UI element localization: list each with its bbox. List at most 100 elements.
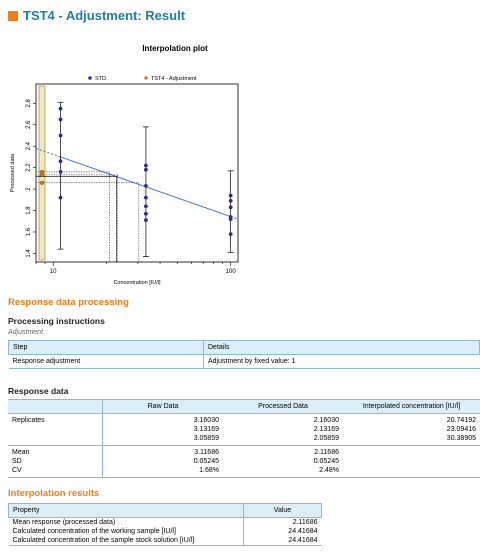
page-title-text: TST4 - Adjustment: Result bbox=[23, 8, 186, 23]
y-tick-label: 2.6 bbox=[26, 120, 32, 129]
column-header-processed: Processed Data bbox=[223, 399, 343, 414]
std-point bbox=[58, 195, 63, 200]
cell-stats-labels: Mean SD CV bbox=[8, 445, 103, 478]
table-header-row: Step Details bbox=[8, 340, 480, 355]
tst-point bbox=[40, 180, 45, 185]
processed-value: 2.05859 bbox=[313, 435, 339, 442]
std-point bbox=[58, 106, 63, 111]
response-data-table: Raw Data Processed Data Interpolated con… bbox=[8, 399, 480, 478]
sd-label: SD bbox=[12, 458, 22, 465]
std-point bbox=[144, 195, 148, 200]
processed-value: 2.16030 bbox=[313, 417, 339, 424]
std-point bbox=[228, 193, 233, 198]
y-tick-label: 2.4 bbox=[26, 141, 32, 150]
raw-mean: 3.11686 bbox=[194, 449, 219, 456]
std-point bbox=[144, 183, 148, 188]
table-header-row: Raw Data Processed Data Interpolated con… bbox=[8, 399, 480, 414]
std-point bbox=[228, 198, 233, 203]
processed-value: 2.13169 bbox=[313, 426, 339, 433]
legend-tst-label: TST4 - Adjustment bbox=[151, 76, 197, 82]
plot-frame bbox=[35, 83, 239, 263]
cell-raw-stats: 3.11686 0.05245 1.68% bbox=[102, 445, 223, 478]
std-point bbox=[228, 217, 233, 222]
cell-interpolated-stats bbox=[343, 445, 480, 478]
cell-value: 2.11686 bbox=[292, 519, 318, 526]
cell-details: Adjustment by fixed value: 1 bbox=[203, 354, 480, 369]
std-point bbox=[58, 117, 63, 122]
cell-replicates-label: Replicates bbox=[8, 413, 103, 446]
std-point bbox=[144, 167, 148, 172]
raw-sd: 0.05245 bbox=[193, 458, 219, 465]
processed-mean: 2.11686 bbox=[314, 449, 339, 456]
mean-label: Mean bbox=[12, 449, 30, 456]
std-point bbox=[144, 163, 148, 168]
raw-cv: 1.68% bbox=[199, 467, 219, 474]
column-header-property: Property bbox=[8, 503, 244, 518]
cell-raw-replicates: 3.16030 3.13169 3.05859 bbox=[103, 414, 224, 446]
plot-title: Interpolation plot bbox=[142, 44, 208, 53]
raw-value: 3.16030 bbox=[193, 417, 219, 424]
cell-property: Calculated concentration of the working … bbox=[8, 527, 244, 536]
table-row: Mean response (processed data) 2.11686 bbox=[8, 517, 322, 527]
std-point bbox=[144, 204, 148, 209]
processing-instructions-table: Step Details Response adjustment Adjustm… bbox=[8, 340, 480, 369]
table-row: Response adjustment Adjustment by fixed … bbox=[8, 354, 480, 369]
processed-sd: 0.05245 bbox=[313, 458, 339, 465]
std-point bbox=[144, 211, 148, 216]
std-point bbox=[228, 232, 233, 237]
y-tick-label: 2.8 bbox=[26, 98, 32, 107]
cell-property: Calculated concentration of the sample s… bbox=[8, 536, 244, 546]
cv-label: CV bbox=[12, 467, 22, 474]
y-tick-label: 1.6 bbox=[26, 227, 32, 236]
std-point bbox=[58, 170, 63, 174]
title-square-icon bbox=[8, 11, 18, 21]
legend-std-marker bbox=[88, 76, 92, 80]
table-row-stats: Mean SD CV 3.11686 0.05245 1.68% 2.11686 0.05… bbox=[8, 445, 480, 478]
y-tick-label: 1.4 bbox=[26, 249, 32, 258]
raw-value: 3.13169 bbox=[193, 426, 219, 433]
y-axis-label: Processed data bbox=[10, 153, 16, 192]
std-point bbox=[58, 133, 63, 138]
x-tick-label: 100 bbox=[226, 269, 237, 275]
column-header-empty bbox=[8, 399, 103, 414]
y-tick-label: 2.2 bbox=[26, 163, 32, 172]
legend-tst-marker bbox=[144, 76, 148, 80]
table-row-replicates: Replicates 3.16030 3.13169 3.05859 2.16030… bbox=[8, 413, 480, 446]
std-point bbox=[228, 205, 233, 210]
y-tick-label: 2 bbox=[26, 187, 32, 191]
tst-point bbox=[40, 172, 45, 177]
cell-processed-replicates: 2.16030 2.13169 2.05859 bbox=[223, 414, 343, 446]
cell-processed-stats: 2.11686 0.05245 2.48% bbox=[223, 445, 343, 478]
column-header-value: Value bbox=[243, 503, 322, 518]
page-title: TST4 - Adjustment: Result bbox=[8, 8, 185, 23]
cell-value: 24.41684 bbox=[288, 528, 318, 535]
column-header-step: Step bbox=[8, 340, 204, 355]
section-title-response-processing: Response data processing bbox=[8, 297, 129, 308]
processing-instructions-title: Processing instructions bbox=[8, 316, 105, 326]
interpolation-results-table: Property Value Mean response (processed … bbox=[8, 503, 322, 546]
table-header-row: Property Value bbox=[8, 503, 322, 518]
interpolated-value: 20.74192 bbox=[446, 417, 476, 424]
processed-cv: 2.48% bbox=[319, 467, 339, 474]
y-tick-label: 1.8 bbox=[26, 206, 32, 215]
legend-std-label: STD bbox=[95, 76, 106, 82]
interpolation-plot: 1.4 1.6 1.8 2 2.2 2.4 2.6 2.8 10 100 Concentration… bbox=[10, 76, 239, 286]
x-axis-label: Concentration [IU/l] bbox=[113, 280, 161, 286]
section-title-interpolation-results: Interpolation results bbox=[8, 488, 100, 499]
x-tick-label: 10 bbox=[50, 269, 57, 275]
column-header-raw: Raw Data bbox=[102, 399, 223, 414]
raw-value: 3.05859 bbox=[193, 435, 219, 442]
table-row: Calculated concentration of the sample s… bbox=[8, 536, 322, 546]
cell-property: Mean response (processed data) bbox=[8, 517, 244, 527]
adjustment-label: Adjustment bbox=[8, 329, 44, 336]
interpolated-value: 23.09416 bbox=[446, 426, 476, 433]
cell-value: 24.41684 bbox=[243, 536, 322, 546]
response-data-title: Response data bbox=[8, 386, 69, 396]
cell-interpolated-replicates: 20.74192 23.09416 30.38905 bbox=[343, 414, 480, 446]
interpolated-value: 30.38905 bbox=[446, 435, 476, 442]
fit-line-extrapolated-left bbox=[35, 147, 61, 158]
cell-step: Response adjustment bbox=[8, 354, 204, 369]
table-row: Calculated concentration of the working … bbox=[8, 527, 322, 536]
column-header-interpolated: Interpolated concentration [IU/l] bbox=[343, 399, 480, 414]
column-header-details: Details bbox=[203, 340, 480, 355]
